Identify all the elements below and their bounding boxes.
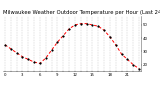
Text: Milwaukee Weather Outdoor Temperature per Hour (Last 24 Hours): Milwaukee Weather Outdoor Temperature pe… — [3, 10, 160, 15]
